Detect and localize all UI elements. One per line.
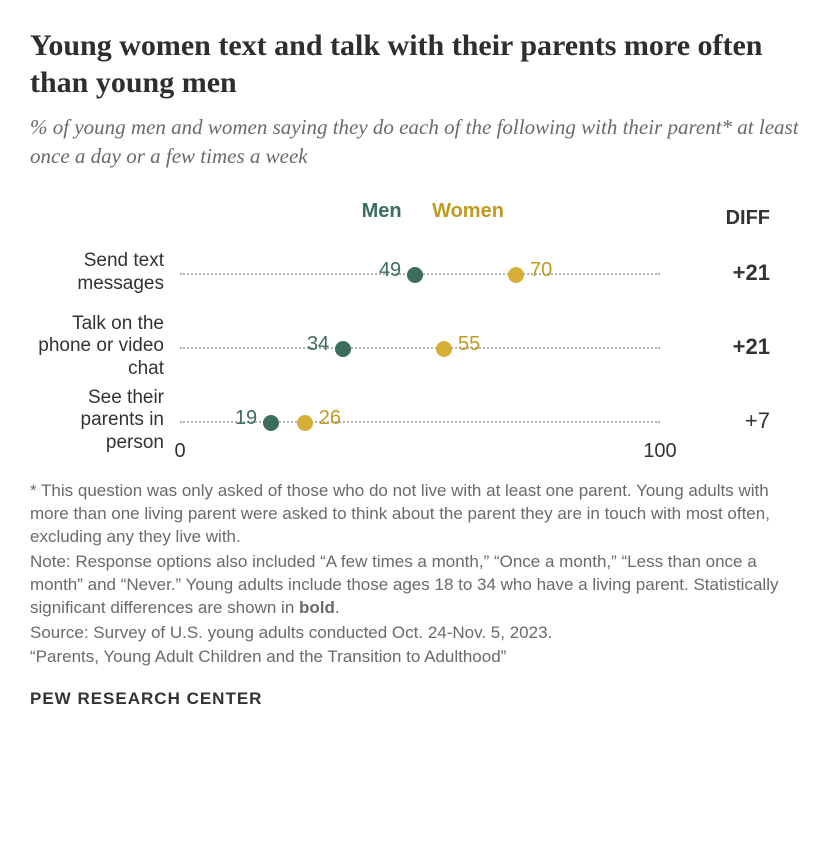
chart-row: Talk on the phone or video chat3455+21	[30, 310, 810, 384]
diff-value: +21	[660, 260, 770, 286]
axis-tick-0: 0	[174, 440, 185, 463]
chart: Men Women DIFF Send text messages4970+21…	[30, 200, 810, 462]
footnote-report: “Parents, Young Adult Children and the T…	[30, 646, 810, 669]
legend: Men Women DIFF	[30, 200, 810, 230]
value-men: 34	[307, 333, 329, 356]
value-women: 70	[530, 259, 552, 282]
diff-value: +7	[660, 408, 770, 434]
dot-men	[407, 267, 423, 283]
row-label: Talk on the phone or video chat	[30, 313, 180, 381]
row-label: Send text messages	[30, 250, 180, 296]
row-scale: 1926	[180, 409, 660, 423]
footnote-source: Source: Survey of U.S. young adults cond…	[30, 622, 810, 645]
footnotes: * This question was only asked of those …	[30, 480, 810, 670]
chart-subtitle: % of young men and women saying they do …	[30, 113, 810, 170]
dot-women	[436, 341, 452, 357]
diff-value: +21	[660, 334, 770, 360]
value-men: 19	[235, 407, 257, 430]
axis-tick-100: 100	[643, 440, 676, 463]
dot-women	[297, 415, 313, 431]
dot-men	[335, 341, 351, 357]
chart-row: Send text messages4970+21	[30, 236, 810, 310]
diff-header: DIFF	[660, 207, 770, 230]
row-scale: 3455	[180, 335, 660, 349]
dot-men	[263, 415, 279, 431]
footnote-note: Note: Response options also included “A …	[30, 551, 810, 620]
value-women: 26	[319, 407, 341, 430]
value-women: 55	[458, 333, 480, 356]
dot-women	[508, 267, 524, 283]
legend-women: Women	[432, 200, 504, 223]
value-men: 49	[379, 259, 401, 282]
row-label: See their parents in person	[30, 387, 180, 455]
row-scale: 4970	[180, 261, 660, 275]
footnote-asterisk: * This question was only asked of those …	[30, 480, 810, 549]
pew-logo: PEW RESEARCH CENTER	[30, 689, 810, 709]
legend-men: Men	[362, 200, 402, 223]
chart-title: Young women text and talk with their par…	[30, 28, 810, 101]
